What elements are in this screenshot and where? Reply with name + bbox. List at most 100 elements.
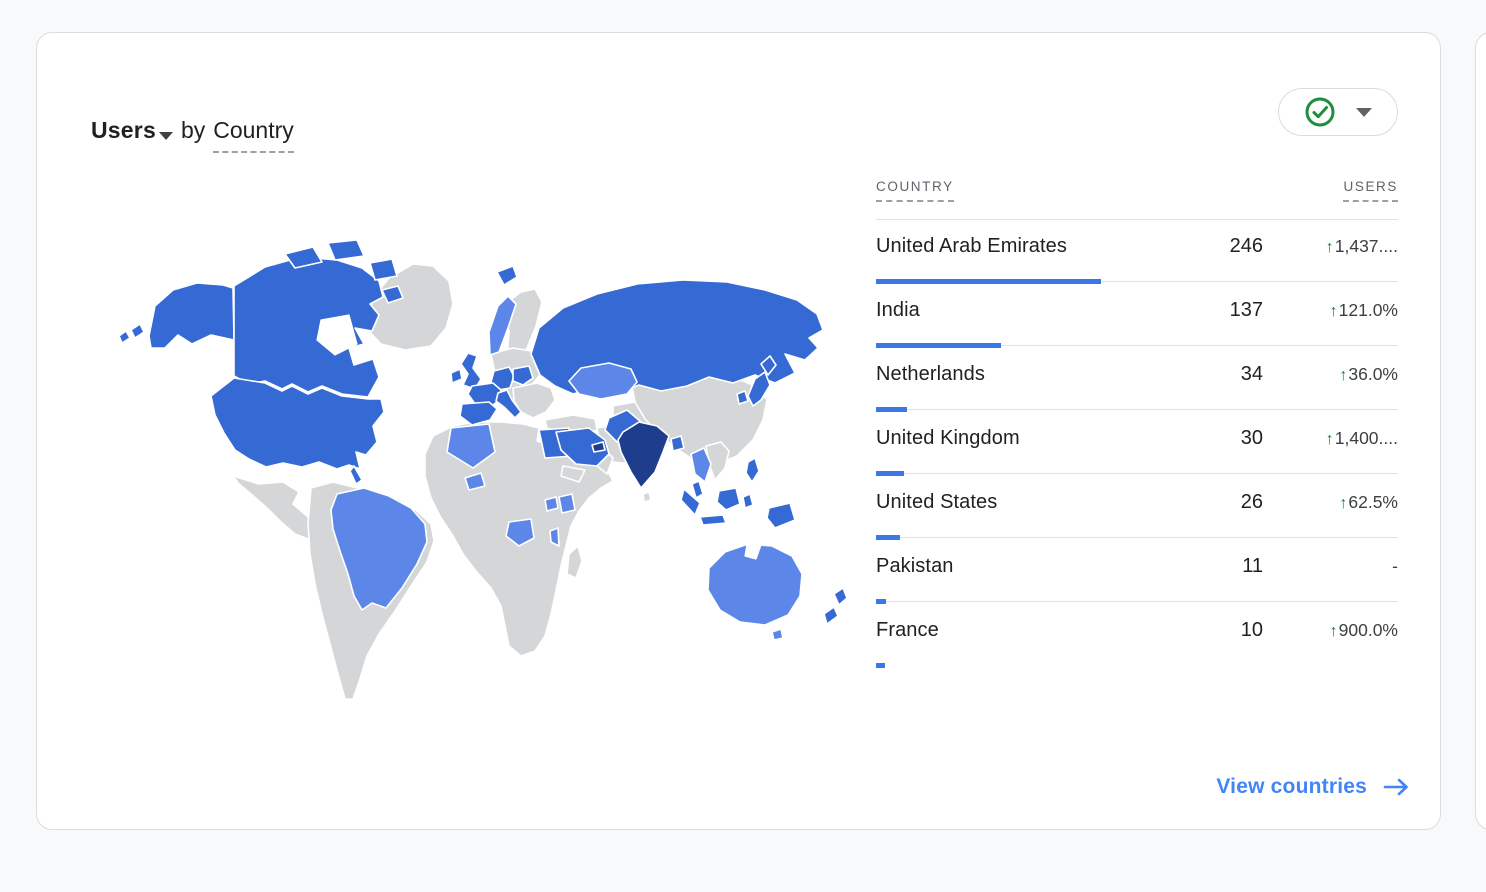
users-value: 246 [1229, 234, 1263, 257]
country-name: United States [876, 490, 998, 513]
map-country-saudi-arabia [555, 427, 610, 467]
country-name: India [876, 298, 920, 321]
up-arrow-icon: ↑ [1329, 622, 1338, 640]
users-value: 10 [1240, 618, 1263, 641]
map-hudson-bay [316, 314, 358, 356]
map-arctic-island-1 [284, 246, 323, 269]
up-arrow-icon: ↑ [1325, 430, 1334, 448]
map-region-alaska [148, 282, 235, 349]
map-island-aleutian-2 [118, 330, 131, 344]
table-row: India 137 ↑121.0% [876, 284, 1398, 348]
map-island-tasmania [771, 628, 784, 641]
view-countries-label: View countries [1216, 775, 1367, 798]
check-circle-icon [1305, 97, 1335, 127]
change-value: ↑900.0% [1329, 619, 1398, 640]
caret-down-icon [158, 132, 173, 140]
column-header-country[interactable]: COUNTRY [876, 179, 954, 202]
map-country-burkina-faso [464, 472, 486, 491]
map-country-bangladesh [670, 435, 685, 452]
map-country-kenya [558, 493, 576, 514]
map-arctic-island-3 [369, 258, 398, 281]
map-country-malaysia [691, 480, 704, 499]
change-value: ↑1,400.... [1325, 427, 1398, 448]
choropleth-svg [118, 239, 848, 700]
table-header-row: COUNTRY USERS [876, 179, 1398, 202]
data-quality-dropdown[interactable] [1278, 88, 1398, 136]
map-country-madagascar [566, 545, 583, 579]
metric-selector[interactable]: Users [91, 115, 173, 145]
country-name: United Kingdom [876, 426, 1020, 449]
map-island-borneo [716, 487, 741, 511]
users-value: 11 [1242, 554, 1263, 577]
map-country-philippines [745, 457, 760, 483]
map-country-greenland [365, 263, 454, 351]
map-country-germany-netherlands [490, 366, 515, 391]
map-country-thailand [690, 447, 712, 483]
map-country-poland [512, 365, 534, 386]
adjacent-card-edge [1475, 32, 1486, 830]
world-map[interactable] [61, 236, 861, 726]
table-row: United States 26 ↑62.5% [876, 476, 1398, 540]
users-bar [876, 535, 900, 540]
users-by-country-card: Users by Country [36, 32, 1441, 830]
map-country-canada [233, 256, 384, 398]
table-row: France 10 ↑900.0% [876, 604, 1398, 668]
map-country-japan-north [760, 355, 777, 376]
map-country-brazil [330, 487, 428, 611]
country-name: United Arab Emirates [876, 234, 1067, 257]
map-country-yemen [560, 465, 586, 483]
map-country-uganda [544, 496, 559, 512]
map-country-india [617, 421, 670, 489]
map-country-iceland [496, 265, 518, 286]
users-value: 26 [1240, 490, 1263, 513]
row-divider [876, 409, 1398, 410]
country-name: France [876, 618, 939, 641]
header-divider [876, 219, 1398, 220]
map-island-new-guinea [766, 502, 796, 529]
map-country-italy [495, 389, 522, 419]
row-divider [876, 537, 1398, 538]
country-users-table: COUNTRY USERS United Arab Emirates 246 ↑… [876, 179, 1398, 668]
right-arrow-icon [1383, 778, 1408, 796]
map-country-new-zealand-north [833, 587, 848, 606]
caret-down-icon [1356, 107, 1372, 117]
table-row: United Arab Emirates 246 ↑1,437.... [876, 220, 1398, 284]
map-country-sri-lanka [642, 491, 652, 503]
map-arctic-island-4 [381, 285, 404, 304]
table-row: United Kingdom 30 ↑1,400.... [876, 412, 1398, 476]
row-divider [876, 473, 1398, 474]
title-connector: by [180, 117, 206, 143]
map-island-java [699, 514, 727, 526]
country-name: Pakistan [876, 554, 954, 577]
up-arrow-icon: ↑ [1325, 238, 1334, 256]
table-row: Pakistan 11 - [876, 540, 1398, 604]
up-arrow-icon: ↑ [1339, 366, 1348, 384]
map-arctic-island-2 [327, 239, 365, 261]
change-value: ↑1,437.... [1325, 235, 1398, 256]
users-value: 34 [1240, 362, 1263, 385]
users-value: 30 [1240, 426, 1263, 449]
map-country-south-korea [736, 390, 749, 405]
view-countries-link[interactable]: View countries [1216, 775, 1409, 799]
map-island-aleutian-1 [130, 323, 145, 339]
map-gulf-carpentaria [744, 543, 762, 560]
map-country-mozambique [549, 527, 560, 547]
map-country-united-arab-emirates [591, 441, 606, 453]
users-bar [876, 599, 886, 604]
map-country-united-states [210, 377, 385, 470]
map-country-new-zealand-south [823, 606, 839, 625]
map-country-spain [459, 401, 498, 426]
row-divider [876, 281, 1398, 282]
map-country-japan [747, 371, 771, 407]
map-country-ireland [450, 368, 463, 384]
map-country-kazakhstan [568, 362, 638, 400]
country-name: Netherlands [876, 362, 985, 385]
map-country-algeria [446, 423, 496, 469]
metric-label: Users [91, 117, 156, 143]
row-divider [876, 345, 1398, 346]
column-header-users[interactable]: USERS [1343, 179, 1398, 202]
dimension-selector[interactable]: Country [213, 115, 294, 153]
change-value: ↑36.0% [1339, 363, 1398, 384]
users-bar [876, 407, 908, 412]
up-arrow-icon: ↑ [1329, 302, 1338, 320]
